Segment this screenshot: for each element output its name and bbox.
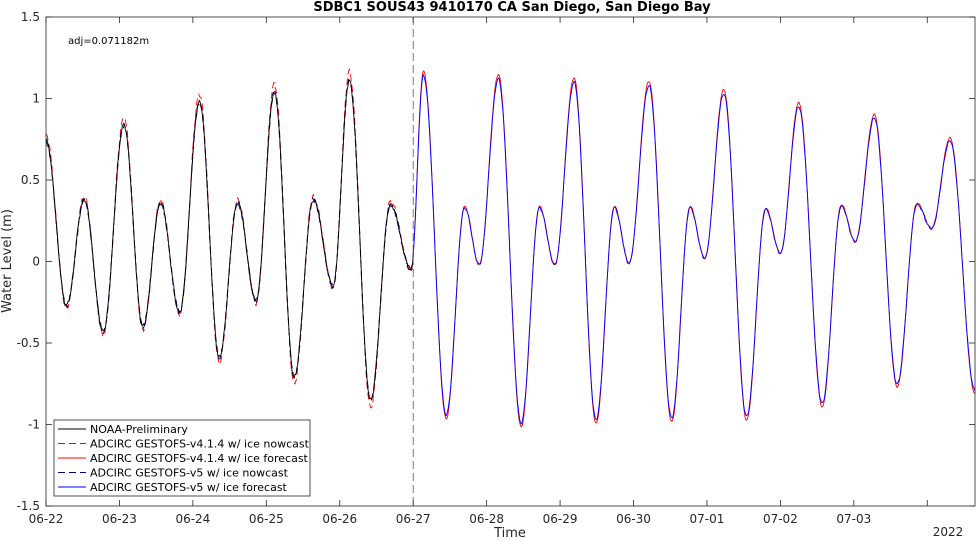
x-tick-label: 06-28 [469, 512, 504, 526]
year-label: 2022 [933, 525, 964, 539]
x-tick-label: 06-30 [616, 512, 651, 526]
legend-label: ADCIRC GESTOFS-v5 w/ ice forecast [90, 481, 288, 494]
chart-title: SDBC1 SOUS43 9410170 CA San Diego, San D… [313, 0, 711, 15]
series-line-0 [45, 79, 414, 400]
series-line-4 [412, 74, 976, 425]
legend-box [53, 419, 311, 497]
y-axis-label: Water Level (m) [0, 209, 15, 313]
x-tick-label: 07-03 [836, 512, 871, 526]
y-tick-label: 1.5 [21, 10, 40, 24]
adjustment-annotation: adj=0.071182m [68, 36, 149, 47]
y-tick-label: 0.5 [21, 173, 40, 187]
y-tick-label: -0.5 [17, 336, 40, 350]
legend-label: ADCIRC GESTOFS-v4.1.4 w/ ice nowcast [90, 438, 310, 451]
x-tick-label: 06-29 [543, 512, 578, 526]
x-tick-label: 06-26 [322, 512, 357, 526]
x-tick-label: 07-01 [690, 512, 725, 526]
x-axis-label: Time [493, 526, 526, 541]
legend-label: ADCIRC GESTOFS-v4.1.4 w/ ice forecast [90, 452, 309, 465]
y-tick-label: 1 [32, 92, 40, 106]
x-tick-label: 06-25 [249, 512, 284, 526]
series-line-1 [45, 68, 414, 409]
x-tick-label: 06-24 [175, 512, 210, 526]
legend-label: NOAA-Preliminary [90, 423, 188, 436]
x-tick-label: 06-22 [29, 512, 64, 526]
x-tick-label: 07-02 [763, 512, 798, 526]
legend-label: ADCIRC GESTOFS-v5 w/ ice nowcast [90, 467, 289, 480]
y-tick-label: 0 [32, 255, 40, 269]
legend: NOAA-Preliminary ADCIRC GESTOFS-v4.1.4 w/… [53, 419, 311, 497]
x-tick-label: 06-23 [102, 512, 137, 526]
x-tick-label: 06-27 [396, 512, 431, 526]
axis-layer: -1.5 -1 -0.5 0 0.5 1 1.5 06-22 06-23 06-24 06-25 06… [17, 10, 976, 526]
y-tick-label: -1.5 [17, 499, 40, 513]
y-tick-label: -1 [28, 418, 40, 432]
series-layer [45, 68, 976, 428]
